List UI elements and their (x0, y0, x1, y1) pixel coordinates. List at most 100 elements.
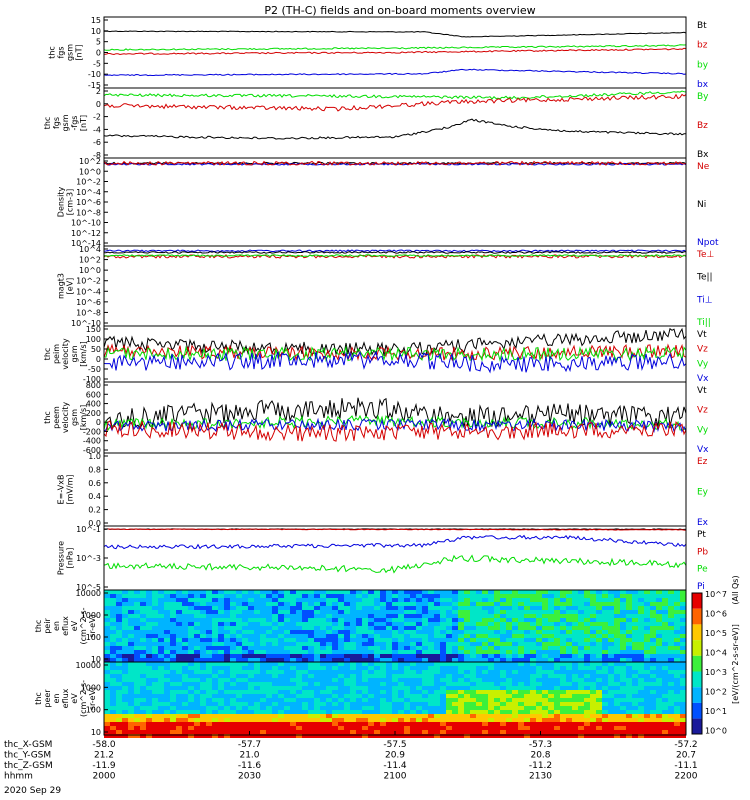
spectrogram-cell (278, 598, 284, 602)
spectrogram-cell (656, 610, 662, 614)
spectrogram-cell (134, 590, 140, 594)
spectrogram-cell (254, 618, 260, 622)
spectrogram-cell (536, 594, 542, 598)
spectrogram-cell (608, 710, 614, 714)
spectrogram-cell (290, 650, 296, 654)
spectrogram-cell (260, 610, 266, 614)
spectrogram-cell (566, 650, 572, 654)
spectrogram-cell (128, 622, 134, 626)
spectrogram-cell (236, 730, 242, 734)
spectrogram-cell (380, 674, 386, 678)
spectrogram-cell (608, 706, 614, 710)
spectrogram-cell (284, 618, 290, 622)
spectrogram-cell (650, 666, 656, 670)
spectrogram-cell (326, 734, 332, 738)
spectrogram-cell (398, 618, 404, 622)
spectrogram-cell (626, 614, 632, 618)
spectrogram-cell (362, 702, 368, 706)
x-row-value: 20.8 (530, 751, 550, 761)
spectrogram-cell (440, 686, 446, 690)
spectrogram-cell (524, 726, 530, 730)
spectrogram-cell (254, 722, 260, 726)
spectrogram-cell (170, 614, 176, 618)
spectrogram-cell (386, 622, 392, 626)
spectrogram-cell (584, 698, 590, 702)
spectrogram-cell (530, 674, 536, 678)
spectrogram-cell (422, 650, 428, 654)
spectrogram-cell (494, 722, 500, 726)
spectrogram-cell (284, 642, 290, 646)
spectrogram-cell (662, 690, 668, 694)
spectrogram-cell (158, 618, 164, 622)
spectrogram-cell (632, 718, 638, 722)
spectrogram-cell (416, 698, 422, 702)
spectrogram-cell (182, 698, 188, 702)
spectrogram-cell (476, 642, 482, 646)
spectrogram-cell (194, 694, 200, 698)
spectrogram-cell (416, 682, 422, 686)
spectrogram-cell (416, 594, 422, 598)
spectrogram-cell (302, 710, 308, 714)
spectrogram-cell (392, 710, 398, 714)
spectrogram-cell (668, 638, 674, 642)
spectrogram-cell (548, 678, 554, 682)
spectrogram-cell (596, 690, 602, 694)
spectrogram-cell (674, 674, 680, 678)
spectrogram-cell (362, 642, 368, 646)
spectrogram-cell (182, 710, 188, 714)
spectrogram-cell (500, 698, 506, 702)
spectrogram-cell (158, 610, 164, 614)
spectrogram-cell (116, 646, 122, 650)
spectrogram-cell (566, 718, 572, 722)
spectrogram-cell (650, 698, 656, 702)
spectrogram-cell (500, 726, 506, 730)
spectrogram-cell (530, 666, 536, 670)
spectrogram-cell (680, 594, 686, 598)
spectrogram-cell (236, 594, 242, 598)
spectrogram-cell (296, 666, 302, 670)
spectrogram-cell (320, 614, 326, 618)
spectrogram-cell (590, 658, 596, 662)
spectrogram-cell (362, 666, 368, 670)
spectrogram-cell (320, 710, 326, 714)
spectrogram-cell (116, 682, 122, 686)
spectrogram-cell (572, 706, 578, 710)
spectrogram-cell (650, 686, 656, 690)
spectrogram-cell (566, 606, 572, 610)
spectrogram-cell (530, 602, 536, 606)
spectrogram-cell (608, 610, 614, 614)
spectrogram-cell (146, 678, 152, 682)
spectrogram-cell (236, 662, 242, 666)
spectrogram-cell (590, 646, 596, 650)
spectrogram-cell (554, 658, 560, 662)
spectrogram-cell (260, 590, 266, 594)
y-tick-label: -10 (88, 70, 101, 79)
spectrogram-cell (554, 606, 560, 610)
spectrogram-cell (638, 734, 644, 738)
spectrogram-cell (554, 706, 560, 710)
spectrogram-cell (548, 610, 554, 614)
spectrogram-cell (254, 710, 260, 714)
spectrogram-cell (200, 734, 206, 738)
spectrogram-cell (602, 682, 608, 686)
spectrogram-cell (488, 698, 494, 702)
spectrogram-cell (344, 674, 350, 678)
spectrogram-cell (392, 626, 398, 630)
spectrogram-cell (188, 714, 194, 718)
spectrogram-cell (236, 650, 242, 654)
spectrogram-cell (446, 710, 452, 714)
spectrogram-cell (506, 674, 512, 678)
spectrogram-cell (614, 690, 620, 694)
spectrogram-cell (308, 714, 314, 718)
spectrogram-cell (170, 714, 176, 718)
spectrogram-cell (578, 678, 584, 682)
spectrogram-cell (662, 602, 668, 606)
spectrogram-cell (374, 686, 380, 690)
spectrogram-cell (596, 678, 602, 682)
spectrogram-cell (128, 630, 134, 634)
spectrogram-cell (278, 702, 284, 706)
spectrogram-cell (320, 654, 326, 658)
spectrogram-cell (206, 690, 212, 694)
spectrogram-cell (548, 714, 554, 718)
spectrogram-cell (410, 594, 416, 598)
